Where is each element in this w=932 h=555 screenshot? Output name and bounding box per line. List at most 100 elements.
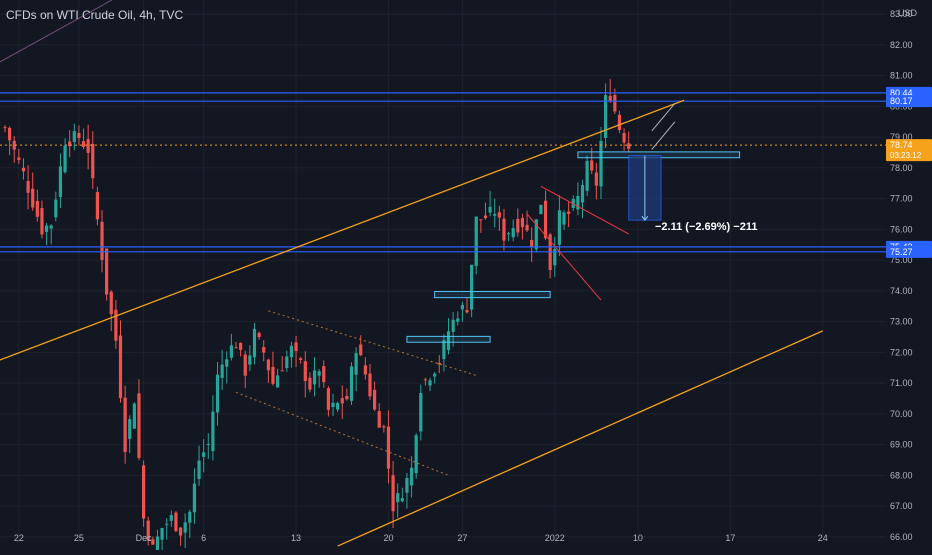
chart-title: CFDs on WTI Crude Oil, 4h, TVC: [6, 8, 183, 22]
price-marker-label: 78.74: [890, 140, 913, 150]
candle-body: [35, 200, 39, 217]
candle-body: [26, 180, 30, 193]
candle-body: [386, 426, 391, 469]
price-marker-badge: [886, 245, 932, 258]
candle-body: [44, 225, 49, 232]
support-zone[interactable]: [434, 290, 551, 299]
trendline[interactable]: [337, 330, 824, 547]
candle-body: [456, 318, 460, 322]
pitchfork-line: [0, 0, 113, 63]
candle-body: [174, 512, 178, 532]
candle-body: [608, 95, 612, 102]
candle-body: [530, 239, 534, 248]
candle-body: [105, 248, 109, 295]
candle-body: [580, 184, 585, 203]
y-tick-label: 81.00: [890, 71, 913, 81]
candle-body: [511, 228, 515, 238]
drawings-layer: [0, 92, 886, 547]
candle-body: [58, 166, 63, 198]
candle-body: [95, 192, 99, 220]
candle-body: [239, 342, 243, 350]
channel-lower-line[interactable]: [235, 391, 449, 476]
wedge-upper-line[interactable]: [540, 185, 629, 235]
y-tick-label: 78.00: [890, 163, 913, 173]
candle-body: [31, 188, 35, 208]
price-axis-background: [886, 0, 932, 550]
candle-body: [114, 309, 118, 341]
candle-body: [336, 402, 340, 410]
candle-body: [155, 536, 160, 555]
price-marker-badge: [886, 95, 932, 108]
candle-body: [428, 380, 432, 386]
candle-body: [423, 379, 428, 381]
candles-layer: [3, 79, 631, 555]
flag-upper-line[interactable]: [651, 102, 676, 132]
candle-body: [12, 140, 16, 150]
candle-body: [262, 346, 266, 353]
measure-arrow-head: [641, 215, 649, 221]
time-axis[interactable]: 22 25 Dec 6 13 20 27 2022 10 17 24: [14, 533, 828, 543]
x-tick-label: 13: [291, 533, 301, 543]
candle-body: [359, 344, 363, 356]
candle-body: [322, 366, 326, 383]
candle-body: [77, 132, 81, 139]
candle-body: [151, 539, 155, 545]
candle-body: [557, 210, 561, 245]
wedge-lower-line[interactable]: [526, 213, 602, 301]
candle-body: [326, 388, 330, 410]
candle-body: [451, 319, 455, 332]
candle-body: [400, 498, 404, 502]
candle-body: [562, 212, 566, 225]
candle-body: [483, 215, 488, 219]
candle-body: [419, 393, 423, 432]
candle-body: [354, 353, 358, 375]
candle-body: [165, 523, 169, 525]
candle-body: [493, 213, 497, 216]
candle-body: [368, 373, 372, 397]
candle-body: [553, 248, 557, 266]
candle-body: [617, 114, 622, 131]
y-tick-label: 83.00: [890, 9, 913, 19]
candle-body: [516, 218, 520, 233]
candle-body: [123, 397, 127, 452]
support-zone[interactable]: [406, 335, 491, 343]
candle-body: [599, 140, 603, 187]
candle-body: [183, 522, 187, 533]
channel-upper-line[interactable]: [268, 310, 477, 376]
candle-body: [206, 443, 210, 445]
y-tick-label: 72.00: [890, 347, 913, 357]
candle-body: [414, 435, 418, 474]
measure-label: −2.11 (−2.69%) −211: [655, 221, 757, 233]
candle-body: [317, 371, 321, 376]
candle-body: [590, 160, 594, 171]
candle-body: [252, 328, 257, 358]
candle-body: [299, 358, 303, 361]
flag-lower-line[interactable]: [651, 121, 676, 150]
candle-body: [169, 515, 173, 521]
candle-body: [178, 527, 183, 536]
candle-body: [49, 225, 53, 229]
trendline[interactable]: [0, 99, 685, 361]
candle-body: [506, 233, 511, 235]
candle-body: [627, 143, 631, 149]
candle-body: [289, 345, 294, 358]
y-tick-label: 66.00: [890, 532, 913, 542]
y-tick-label: 71.00: [890, 378, 913, 388]
candle-body: [303, 361, 307, 382]
candle-body: [211, 411, 215, 452]
x-tick-label: 25: [74, 533, 84, 543]
candle-body: [340, 398, 344, 404]
candle-body: [474, 216, 478, 266]
candle-body: [128, 419, 132, 439]
x-tick-label: Dec: [136, 533, 153, 543]
price-axis[interactable]: 66.00 67.00 68.00 69.00 70.00 71.00 72.00 73.00…: [890, 9, 913, 542]
candle-body: [539, 204, 543, 215]
candle-body: [594, 172, 598, 186]
price-marker-label: 75.27: [890, 247, 913, 257]
candle-body: [81, 141, 86, 147]
candle-body: [497, 212, 501, 218]
candle-body: [197, 460, 201, 479]
